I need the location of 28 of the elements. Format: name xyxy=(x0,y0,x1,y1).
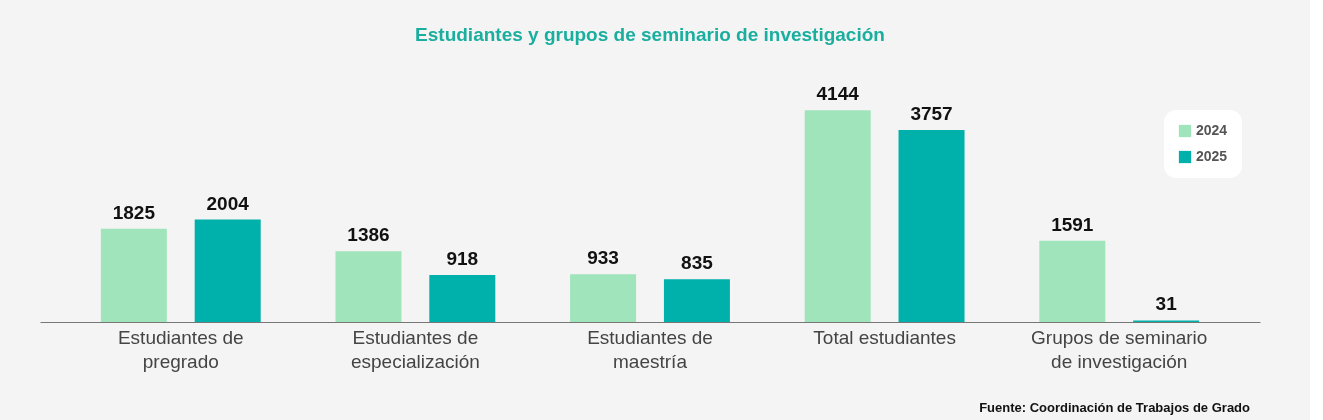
chart-title: Estudiantes y grupos de seminario de investigación xyxy=(415,24,885,46)
bar xyxy=(570,274,637,322)
bar xyxy=(1039,240,1106,322)
x-tick-label: Estudiantes de maestría xyxy=(587,326,713,372)
data-label: 3757 xyxy=(910,102,953,124)
data-label: 835 xyxy=(681,252,714,274)
bar xyxy=(100,228,167,322)
bar xyxy=(898,129,965,322)
x-tick-label: Estudiantes de especialización xyxy=(350,326,480,372)
source-note: Fuente: Coordinación de Trabajos de Grado xyxy=(979,400,1251,415)
x-tick-label: Grupos de seminario de investigación xyxy=(1031,326,1208,372)
data-label: 933 xyxy=(587,247,619,269)
bar xyxy=(804,110,871,322)
data-label: 918 xyxy=(446,248,479,270)
bar xyxy=(663,279,730,322)
data-label: 31 xyxy=(1155,293,1178,315)
legend-label: 2024 xyxy=(1196,122,1228,138)
x-tick-label: Total estudiantes xyxy=(813,326,956,348)
x-tick-label: Estudiantes de pregrado xyxy=(117,326,244,372)
data-label: 1591 xyxy=(1051,213,1094,235)
data-label: 1386 xyxy=(347,224,390,246)
bar xyxy=(335,251,402,322)
data-label: 4144 xyxy=(816,83,860,105)
legend-label: 2025 xyxy=(1196,148,1228,164)
data-label: 1825 xyxy=(112,201,156,223)
data-label: 2004 xyxy=(206,192,250,214)
bar xyxy=(429,275,496,322)
bar xyxy=(194,219,261,322)
